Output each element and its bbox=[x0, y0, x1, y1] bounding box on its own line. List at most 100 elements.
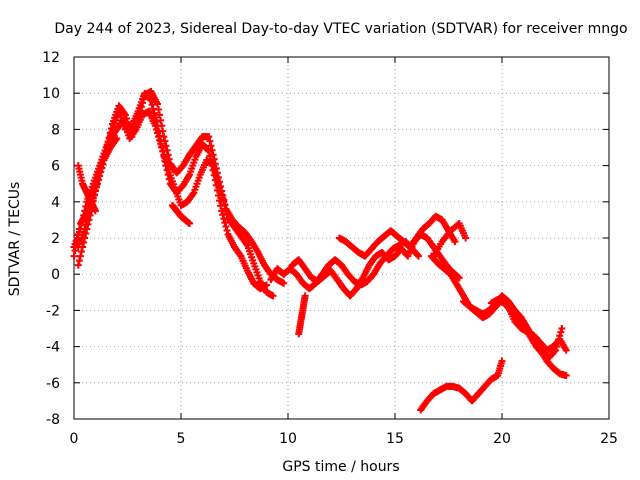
data-point bbox=[301, 292, 309, 300]
data-point bbox=[218, 191, 226, 199]
y-tick-label: -8 bbox=[46, 412, 60, 428]
data-point bbox=[86, 205, 94, 213]
series-trace-4 bbox=[168, 201, 194, 228]
data-point bbox=[156, 136, 164, 144]
data-point bbox=[85, 209, 93, 217]
data-point bbox=[88, 198, 96, 206]
data-point bbox=[146, 95, 154, 103]
series-trace-9 bbox=[335, 212, 459, 260]
data-point bbox=[558, 325, 566, 332]
x-tick-label: 10 bbox=[279, 431, 297, 447]
x-tick-label: 15 bbox=[386, 431, 404, 447]
y-tick-label: -4 bbox=[46, 340, 60, 356]
series-trace-15 bbox=[430, 220, 470, 260]
data-point bbox=[92, 183, 100, 191]
x-axis-label: GPS time / hours bbox=[282, 459, 399, 475]
data-point bbox=[83, 217, 91, 225]
data-point bbox=[155, 133, 163, 141]
data-point bbox=[219, 194, 227, 202]
x-tick-label: 5 bbox=[177, 431, 186, 447]
data-point bbox=[82, 221, 90, 229]
y-tick-label: 10 bbox=[42, 86, 60, 102]
data-point bbox=[217, 187, 225, 195]
data-point bbox=[98, 164, 106, 172]
data-point bbox=[205, 133, 213, 141]
data-point bbox=[221, 219, 229, 227]
data-point bbox=[562, 372, 570, 380]
data-point bbox=[213, 176, 221, 184]
data-point bbox=[562, 346, 570, 354]
series-trace-13 bbox=[417, 357, 506, 414]
data-point bbox=[71, 247, 79, 255]
data-point bbox=[91, 207, 99, 215]
data-point bbox=[212, 172, 220, 180]
data-point bbox=[557, 328, 565, 336]
y-tick-label: 2 bbox=[51, 231, 60, 247]
data-point bbox=[220, 198, 228, 206]
data-point bbox=[159, 147, 167, 155]
data-point bbox=[216, 183, 224, 191]
data-point bbox=[75, 257, 83, 265]
data-point bbox=[96, 172, 104, 180]
data-point bbox=[222, 223, 230, 231]
data-point bbox=[413, 251, 421, 259]
data-point bbox=[91, 187, 99, 195]
data-point bbox=[221, 201, 229, 209]
y-tick-label: -2 bbox=[46, 303, 60, 319]
axis-tick-labels: 0 5 10 15 20 25 -8 -6 -4 -2 0 2 4 6 8 10 12 bbox=[42, 50, 618, 447]
data-points bbox=[70, 87, 570, 414]
data-point bbox=[157, 140, 165, 148]
data-point bbox=[94, 180, 102, 188]
y-axis-label: SDTVAR / TECUs bbox=[7, 182, 23, 297]
data-point bbox=[280, 279, 288, 287]
data-point bbox=[77, 248, 85, 256]
data-point bbox=[151, 122, 159, 130]
series-trace-11 bbox=[459, 296, 570, 354]
series-trace-7 bbox=[267, 238, 423, 293]
x-tick-label: 0 bbox=[70, 431, 79, 447]
series-trace-14 bbox=[295, 292, 309, 338]
data-point bbox=[70, 252, 78, 260]
y-tick-label: 4 bbox=[51, 195, 60, 211]
data-point bbox=[84, 213, 92, 221]
data-point bbox=[269, 292, 277, 300]
series-trace-12 bbox=[487, 296, 566, 361]
data-point bbox=[556, 332, 564, 340]
data-point bbox=[552, 346, 559, 354]
data-point bbox=[223, 226, 231, 234]
series-trace-6 bbox=[74, 134, 121, 251]
x-tick-label: 20 bbox=[493, 431, 511, 447]
data-point bbox=[81, 225, 89, 233]
data-point bbox=[79, 216, 87, 224]
data-point bbox=[204, 146, 212, 154]
data-point bbox=[152, 125, 160, 133]
data-point bbox=[87, 201, 95, 209]
data-point bbox=[90, 191, 98, 199]
series-trace-2 bbox=[70, 89, 271, 293]
chart-title: Day 244 of 2023, Sidereal Day-to-day VTE… bbox=[54, 21, 627, 37]
data-point bbox=[455, 274, 463, 282]
data-point bbox=[555, 335, 563, 343]
data-point bbox=[89, 194, 97, 202]
y-tick-label: 12 bbox=[42, 50, 60, 66]
data-point bbox=[498, 357, 506, 365]
data-point bbox=[186, 220, 194, 228]
y-tick-label: -6 bbox=[46, 376, 60, 392]
data-point bbox=[263, 281, 271, 289]
data-point bbox=[210, 165, 218, 173]
data-point bbox=[147, 96, 155, 104]
data-point bbox=[211, 169, 219, 177]
data-point bbox=[209, 162, 217, 170]
data-point bbox=[74, 261, 82, 269]
data-point bbox=[554, 339, 562, 347]
series-trace-8 bbox=[288, 230, 463, 300]
data-point bbox=[97, 168, 105, 176]
data-point bbox=[451, 238, 459, 246]
data-point bbox=[160, 151, 168, 159]
data-point bbox=[214, 180, 222, 188]
data-point bbox=[156, 111, 164, 119]
data-point bbox=[81, 207, 89, 215]
data-point bbox=[205, 147, 213, 155]
data-point bbox=[220, 215, 228, 223]
